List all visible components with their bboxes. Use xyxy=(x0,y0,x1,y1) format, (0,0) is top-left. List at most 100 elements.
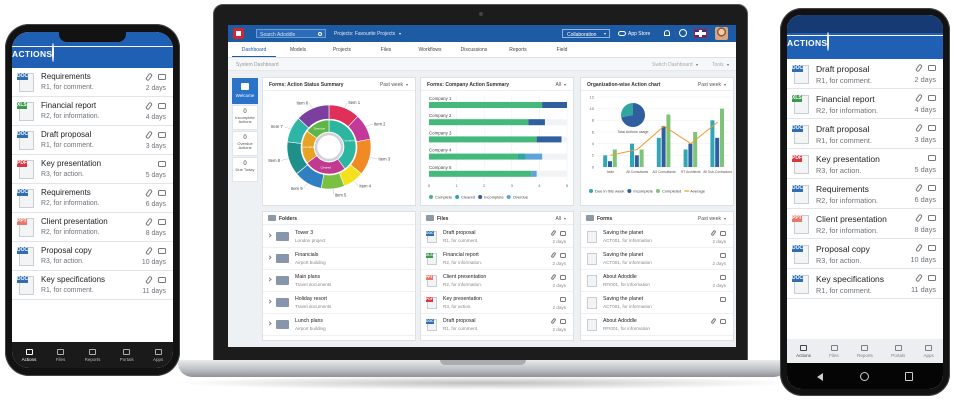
nav-tab[interactable]: Reports xyxy=(509,47,527,53)
segment-label: Incomplete xyxy=(301,145,316,149)
form-row[interactable]: About Adoddle RFI001, for information xyxy=(581,314,733,336)
action-item[interactable]: XLS Financial report R2, for information. 4… xyxy=(787,89,943,119)
file-row[interactable]: PDF Key presentation R3, for action. 2 days xyxy=(421,292,573,314)
item-due: 10 days xyxy=(910,255,936,264)
panel-filter[interactable]: Past week xyxy=(698,216,726,222)
file-row[interactable]: XLS Financial report R2, for information. 2… xyxy=(421,248,573,270)
nav-tab[interactable]: Files xyxy=(380,47,392,53)
comment-icon xyxy=(928,185,936,191)
sub-bar: System Dashboard Switch Dashboard Tools xyxy=(228,58,736,71)
panel-filter[interactable]: Past week xyxy=(698,82,726,88)
search-placeholder: Search Adoddle xyxy=(260,31,296,38)
tools-menu[interactable]: Tools xyxy=(712,62,729,68)
form-row[interactable]: Saving the planet ACT001, for information xyxy=(581,292,733,314)
action-item[interactable]: XLS Financial report R2, for information. 4… xyxy=(12,97,173,126)
folder-row[interactable]: Lunch plans Airport building xyxy=(263,314,415,336)
nav-item[interactable]: Apps xyxy=(924,344,934,358)
folder-row[interactable]: Holiday resort Travel documents xyxy=(263,292,415,314)
folder-row[interactable]: Financials Airport building xyxy=(263,248,415,270)
action-item[interactable]: DOC Requirements R1, for comment. 2 days xyxy=(12,68,173,97)
switch-dashboard[interactable]: Switch Dashboard xyxy=(652,62,698,68)
action-item[interactable]: PDF Key presentation R3, for action. 5 days xyxy=(787,149,943,179)
action-item[interactable]: DOC Proposal copy R3, for action. 10 days xyxy=(12,242,173,271)
action-item[interactable]: DOC Proposal copy R3, for action. 10 days xyxy=(787,239,943,269)
folder-name: Tower 3 xyxy=(295,230,314,236)
comment-icon xyxy=(720,253,726,258)
nav-item[interactable]: Portals xyxy=(120,348,134,362)
counter-tile[interactable]: 0 Overdue Actions xyxy=(232,131,258,156)
action-item[interactable]: PPT Client presentation R2, for informatio… xyxy=(787,209,943,239)
folder-row[interactable]: Tower 3 London project xyxy=(263,226,415,248)
action-item[interactable]: PDF Key presentation R3, for action. 5 days xyxy=(12,155,173,184)
nav-item[interactable]: Actions xyxy=(796,344,811,358)
action-item[interactable]: DOC Key specifications R1, for comment. 11 … xyxy=(12,271,173,300)
nav-tab[interactable]: Field xyxy=(556,47,568,53)
item-due: 3 days xyxy=(145,143,166,150)
form-row[interactable]: About Adoddle RFI001, for information 2 da… xyxy=(581,270,733,292)
nav-item[interactable]: Apps xyxy=(153,348,163,362)
comment-icon xyxy=(928,215,936,221)
item-due: 3 days xyxy=(914,135,937,144)
nav-item[interactable]: Files xyxy=(829,344,839,358)
folder-row[interactable]: Main plans Travel documents xyxy=(263,270,415,292)
segment-label: Item 3 xyxy=(378,156,390,161)
dropdown-caret xyxy=(726,64,729,66)
panel-filter[interactable]: All xyxy=(555,216,566,222)
file-row[interactable]: DOC Draft proposal R1, for comment. 2 days xyxy=(421,314,573,336)
legend-label: Complete xyxy=(435,194,453,199)
attachment-icon xyxy=(915,243,923,253)
nav-tab[interactable]: Models xyxy=(289,47,307,53)
user-avatar[interactable] xyxy=(715,27,728,40)
language-flag[interactable] xyxy=(694,29,707,38)
bar xyxy=(720,108,724,167)
nav-tab[interactable]: Dashboard xyxy=(232,42,276,57)
project-selector[interactable]: Projects: Favourite Projects xyxy=(334,31,402,37)
action-item[interactable]: DOC Draft proposal R1, for comment. 3 days xyxy=(787,119,943,149)
legend-swatch xyxy=(655,189,660,193)
action-item[interactable]: DOC Requirements R2, for information. 6 day… xyxy=(787,179,943,209)
nav-tab[interactable]: Projects xyxy=(332,47,352,53)
folder-name: Main plans xyxy=(295,274,321,280)
nav-item[interactable]: Actions xyxy=(22,348,36,362)
counter-tile[interactable]: 0 Due Today xyxy=(232,157,258,182)
notifications-button[interactable] xyxy=(664,30,670,36)
collaboration-button[interactable]: Collaboration xyxy=(562,29,610,38)
camera xyxy=(479,12,483,16)
action-item[interactable]: PPT Client presentation R2, for informatio… xyxy=(12,213,173,242)
bar-segment xyxy=(429,170,532,177)
action-item[interactable]: DOC Key specifications R1, for comment. 11 … xyxy=(787,269,943,299)
file-row[interactable]: PPT Client presentation R2, for informatio… xyxy=(421,270,573,292)
search-icon xyxy=(318,31,322,36)
app-store[interactable]: App Store xyxy=(618,30,650,37)
help-button[interactable] xyxy=(679,29,687,37)
panel-filter[interactable]: Past week xyxy=(380,82,408,88)
nav-icon xyxy=(123,348,131,355)
action-item[interactable]: DOC Draft proposal R1, for comment. 2 days xyxy=(787,59,943,89)
attachment-icon xyxy=(145,188,153,198)
nav-tab[interactable]: Workflows xyxy=(418,47,442,53)
file-row[interactable]: DOC Draft proposal R1, for comment. 2 days xyxy=(421,226,573,248)
home-button[interactable] xyxy=(860,372,869,381)
action-item[interactable]: DOC Requirements R2, for information. 6 day… xyxy=(12,184,173,213)
form-row[interactable]: Saving the planet ACT001, for information… xyxy=(581,248,733,270)
search-box[interactable]: Search Adoddle xyxy=(256,29,326,38)
form-row[interactable]: Saving the planet ACT001, for information… xyxy=(581,226,733,248)
nav-tab[interactable]: Discussions xyxy=(460,47,488,53)
nav-item[interactable]: Reports xyxy=(857,344,873,358)
recent-button[interactable] xyxy=(905,372,913,381)
bottom-nav: Actions Files Reports Portals Apps xyxy=(12,342,173,368)
nav-item[interactable]: Portals xyxy=(891,344,905,358)
file-badge: DOC xyxy=(17,276,29,283)
line-series xyxy=(610,121,718,156)
nav-item[interactable]: Reports xyxy=(85,348,100,362)
welcome-button[interactable]: Welcome xyxy=(232,78,258,104)
counter-tile[interactable]: 0 Incomplete Actions xyxy=(232,105,258,130)
back-button[interactable] xyxy=(817,373,823,381)
action-item[interactable]: DOC Draft proposal R1, for comment. 3 days xyxy=(12,126,173,155)
panel-filter[interactable]: All xyxy=(555,82,566,88)
nav-item[interactable]: Files xyxy=(56,348,65,362)
segment-label: Item 7 xyxy=(271,124,283,129)
row-subtitle: R2, for information. xyxy=(443,260,483,265)
label-leader xyxy=(280,158,289,161)
item-subtitle: R3, for action. xyxy=(41,171,84,179)
